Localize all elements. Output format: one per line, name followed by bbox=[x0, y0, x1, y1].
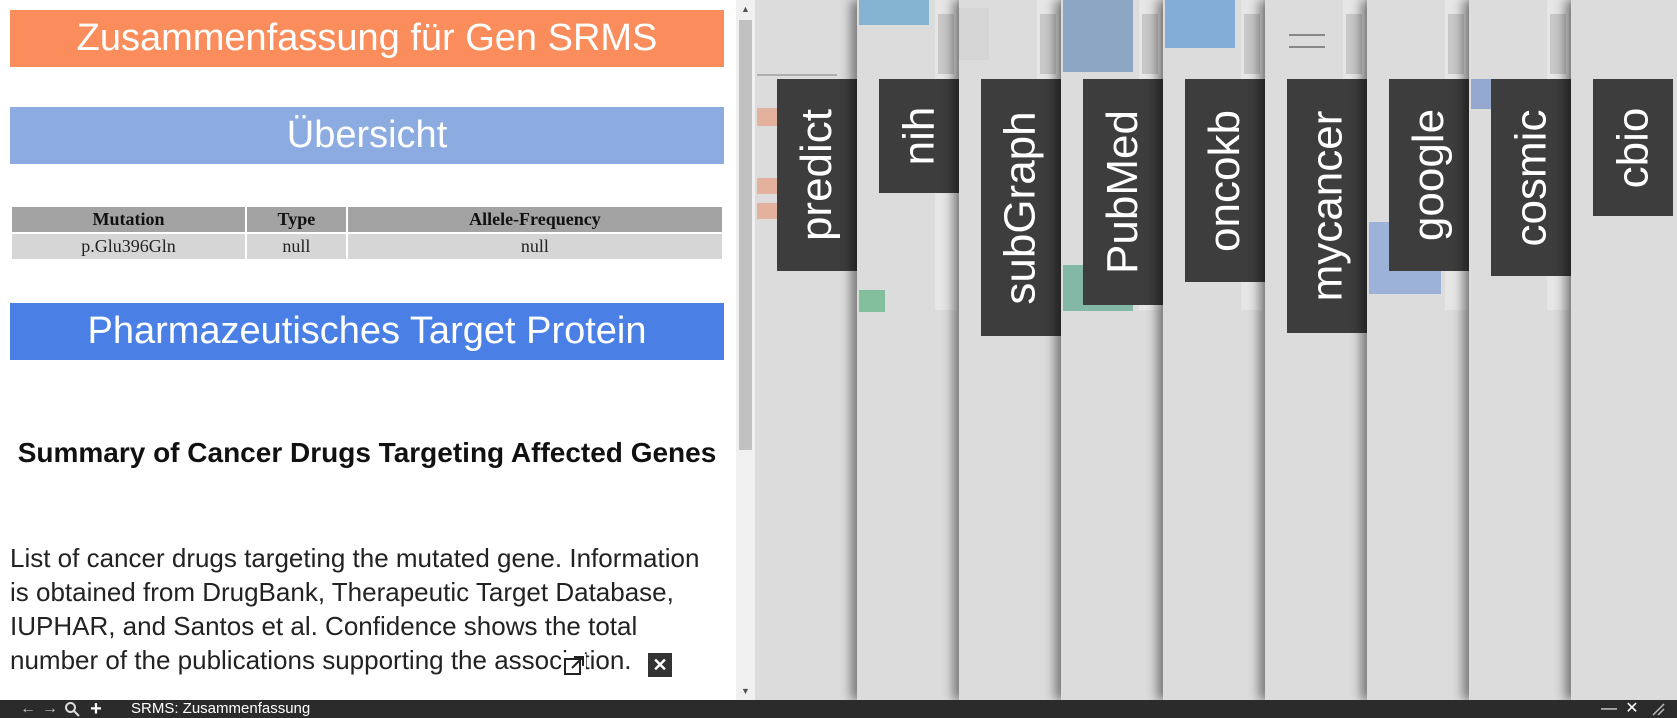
document-scrollbar[interactable]: ▲ ▼ bbox=[736, 0, 755, 700]
tab-label-pubmed[interactable]: PubMed bbox=[1083, 79, 1163, 305]
cell-allele-frequency: null bbox=[347, 234, 722, 259]
drugs-section-description: List of cancer drugs targeting the mutat… bbox=[10, 543, 700, 675]
mini-scroll-thumb bbox=[1244, 14, 1260, 74]
tab-label-google[interactable]: google bbox=[1389, 79, 1469, 271]
cell-mutation: p.Glu396Gln bbox=[12, 234, 245, 259]
tab-oncokb[interactable]: oncokb bbox=[1163, 0, 1265, 700]
scroll-up-arrow-icon[interactable]: ▲ bbox=[741, 4, 750, 14]
tab-pubmed[interactable]: PubMed bbox=[1061, 0, 1163, 700]
open-external-glyph bbox=[564, 656, 584, 675]
tab-subgraph[interactable]: subGraph bbox=[959, 0, 1061, 700]
tab-label-oncokb[interactable]: oncokb bbox=[1185, 79, 1265, 282]
tab-google[interactable]: google bbox=[1367, 0, 1469, 700]
tab-predict[interactable]: predict bbox=[755, 0, 857, 700]
minimize-icon[interactable]: — bbox=[1601, 700, 1617, 717]
summary-document: Zusammenfassung für Gen SRMS Übersicht M… bbox=[0, 0, 736, 700]
tab-cosmic[interactable]: cosmic bbox=[1469, 0, 1571, 700]
column-header-mutation: Mutation bbox=[12, 207, 245, 232]
targets-header: Pharmazeutisches Target Protein bbox=[10, 303, 724, 360]
close-window-icon[interactable]: ✕ bbox=[1625, 700, 1639, 717]
mini-scroll-thumb bbox=[1550, 14, 1566, 74]
scrollbar-thumb[interactable] bbox=[739, 20, 752, 450]
window-title: SRMS: Zusammenfassung bbox=[131, 700, 311, 717]
cell-type: null bbox=[246, 234, 346, 259]
mini-scroll-thumb bbox=[1142, 14, 1158, 74]
tab-cbio[interactable]: cbio bbox=[1571, 0, 1677, 700]
open-external-icon[interactable] bbox=[562, 654, 586, 678]
overview-header: Übersicht bbox=[10, 107, 724, 164]
mini-scroll-thumb bbox=[1040, 14, 1056, 74]
tab-label-cbio[interactable]: cbio bbox=[1593, 79, 1673, 216]
page-title: Zusammenfassung für Gen SRMS bbox=[10, 10, 724, 67]
column-header-type: Type bbox=[246, 207, 346, 232]
close-icon[interactable]: ✕ bbox=[648, 653, 672, 677]
back-icon[interactable]: ← bbox=[20, 700, 36, 717]
tab-label-predict[interactable]: predict bbox=[777, 79, 857, 271]
scroll-down-arrow-icon[interactable]: ▼ bbox=[741, 686, 750, 696]
tab-label-nih[interactable]: nih bbox=[879, 79, 959, 193]
drugs-section-heading: Summary of Cancer Drugs Targeting Affect… bbox=[17, 437, 717, 468]
tab-label-subgraph[interactable]: subGraph bbox=[981, 79, 1061, 336]
table-header-row: Mutation Type Allele-Frequency bbox=[12, 207, 722, 232]
search-glyph bbox=[65, 702, 80, 717]
ghost-menu-lines bbox=[1289, 34, 1325, 48]
plus-icon[interactable]: + bbox=[90, 698, 102, 718]
ghost-gray-block bbox=[959, 8, 989, 60]
mini-scroll-thumb bbox=[1448, 14, 1464, 74]
mini-scroll-thumb bbox=[1346, 14, 1362, 74]
stacked-tabs: predict nih subGraph PubMed bbox=[755, 0, 1677, 700]
mutation-table: Mutation Type Allele-Frequency p.Glu396G… bbox=[10, 205, 724, 261]
ghost-blue-block bbox=[1165, 0, 1235, 48]
resize-grip-glyph bbox=[1652, 703, 1665, 716]
search-icon[interactable] bbox=[64, 700, 80, 718]
column-header-allele-frequency: Allele-Frequency bbox=[347, 207, 722, 232]
table-row: p.Glu396Gln null null bbox=[12, 234, 722, 259]
ghost-underline bbox=[757, 62, 837, 76]
ghost-blue-block bbox=[859, 0, 929, 25]
tab-label-mycancer[interactable]: mycancer bbox=[1287, 79, 1367, 333]
tab-mycancer[interactable]: mycancer bbox=[1265, 0, 1367, 700]
ghost-blue-block bbox=[1063, 0, 1133, 72]
forward-icon[interactable]: → bbox=[42, 700, 58, 717]
status-bar: ← → + SRMS: Zusammenfassung — ✕ bbox=[0, 698, 1677, 718]
ghost-green-block bbox=[859, 290, 885, 312]
tab-nih[interactable]: nih bbox=[857, 0, 959, 700]
mini-scroll-thumb bbox=[938, 14, 954, 74]
tab-label-cosmic[interactable]: cosmic bbox=[1491, 79, 1571, 276]
resize-grip-icon[interactable] bbox=[1650, 700, 1666, 718]
